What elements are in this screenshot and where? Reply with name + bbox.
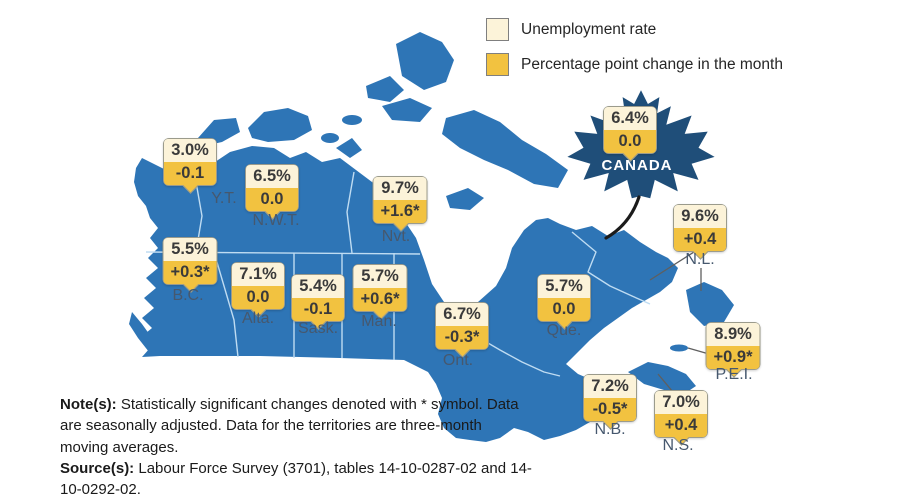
balloon-bc: 5.5% +0.3* xyxy=(162,237,218,285)
border-que-nl xyxy=(571,231,651,305)
legend: Unemployment rate Percentage point chang… xyxy=(486,18,783,88)
change-value: 0.0 xyxy=(604,130,656,153)
region-label-pei: P.E.I. xyxy=(715,366,753,383)
prince-edward-island xyxy=(670,344,688,352)
balloon-ns: 7.0% +0.4 xyxy=(654,390,708,438)
province-borders xyxy=(145,171,651,377)
balloon-canada: 6.4% 0.0 xyxy=(603,106,657,154)
newfoundland-island xyxy=(686,282,734,326)
rate-value: 5.7% xyxy=(538,275,590,298)
rate-value: 7.0% xyxy=(655,391,707,414)
region-label-ont: Ont. xyxy=(442,352,474,369)
change-value: +0.6* xyxy=(353,288,407,311)
rate-value: 7.2% xyxy=(584,375,636,398)
region-label-alta: Alta. xyxy=(241,310,275,327)
change-value: +0.4 xyxy=(655,414,707,437)
rate-value: 5.5% xyxy=(163,238,217,261)
change-value: +0.9* xyxy=(706,346,760,369)
vancouver-island xyxy=(129,312,158,352)
region-label-ns: N.S. xyxy=(662,437,694,454)
connector-nl-labrador xyxy=(649,251,695,281)
change-swatch xyxy=(486,53,509,76)
unemployment-rate-swatch xyxy=(486,18,509,41)
balloon-man: 5.7% +0.6* xyxy=(352,264,408,312)
note-text: Statistically significant changes denote… xyxy=(60,396,519,456)
footnotes: Note(s): Statistically significant chang… xyxy=(60,394,534,500)
victoria-island xyxy=(248,108,312,142)
border-bc-east xyxy=(213,251,239,358)
axel-heiberg-island xyxy=(366,76,404,102)
canada-label: CANADA xyxy=(601,157,673,174)
change-value: +0.3* xyxy=(163,261,217,284)
balloon-nvt: 9.7% +1.6* xyxy=(372,176,428,224)
balloon-nb: 7.2% -0.5* xyxy=(583,374,637,422)
region-label-nwt: N.W.T. xyxy=(252,212,300,229)
rate-value: 9.6% xyxy=(674,205,726,228)
rate-value: 6.7% xyxy=(436,303,488,326)
region-label-yt: Y.T. xyxy=(211,190,237,207)
change-value: +1.6* xyxy=(373,200,427,223)
balloon-que: 5.7% 0.0 xyxy=(537,274,591,322)
rate-value: 6.5% xyxy=(246,165,298,188)
region-label-nl: N.L. xyxy=(685,251,715,268)
rate-value: 5.4% xyxy=(292,275,344,298)
rate-value: 3.0% xyxy=(164,139,216,162)
legend-label: Percentage point change in the month xyxy=(521,55,783,73)
devon-island xyxy=(382,98,432,122)
legend-label: Unemployment rate xyxy=(521,20,657,38)
change-value: +0.4 xyxy=(674,228,726,251)
balloon-pei: 8.9% +0.9* xyxy=(705,322,761,370)
border-nwt-nvt xyxy=(346,171,355,254)
rate-value: 9.7% xyxy=(373,177,427,200)
change-value: 0.0 xyxy=(538,298,590,321)
region-label-man: Man. xyxy=(361,313,397,330)
boothia-peninsula xyxy=(336,138,362,158)
change-value: -0.1 xyxy=(164,162,216,185)
baffin-island xyxy=(442,110,568,188)
rate-value: 6.4% xyxy=(604,107,656,130)
note-label: Note(s): xyxy=(60,396,117,413)
source-text: Labour Force Survey (3701), tables 14-10… xyxy=(60,459,532,499)
region-label-bc: B.C. xyxy=(172,287,204,304)
balloon-nl: 9.6% +0.4 xyxy=(673,204,727,252)
balloon-yt: 3.0% -0.1 xyxy=(163,138,217,186)
legend-item-change: Percentage point change in the month xyxy=(486,53,783,76)
balloon-nwt: 6.5% 0.0 xyxy=(245,164,299,212)
change-value: 0.0 xyxy=(246,188,298,211)
maple-leaf-stem xyxy=(604,195,641,240)
region-label-nb: N.B. xyxy=(594,421,626,438)
rate-value: 7.1% xyxy=(232,263,284,286)
region-label-sask: Sask. xyxy=(297,320,339,337)
somerset-island xyxy=(342,115,362,125)
change-value: -0.3* xyxy=(436,326,488,349)
king-william-island xyxy=(321,133,339,143)
rate-value: 5.7% xyxy=(353,265,407,288)
source-label: Source(s): xyxy=(60,459,135,477)
change-value: -0.1 xyxy=(292,298,344,321)
region-label-que: Que. xyxy=(546,322,582,339)
change-value: -0.5* xyxy=(584,398,636,421)
balloon-ont: 6.7% -0.3* xyxy=(435,302,489,350)
region-label-nvt: Nvt. xyxy=(381,228,411,245)
balloon-alta: 7.1% 0.0 xyxy=(231,262,285,310)
southampton-island xyxy=(446,188,484,210)
legend-item-rate: Unemployment rate xyxy=(486,18,783,41)
balloon-sask: 5.4% -0.1 xyxy=(291,274,345,322)
ellesmere-island xyxy=(396,32,454,90)
connector-ns xyxy=(657,373,674,393)
change-value: 0.0 xyxy=(232,286,284,309)
rate-value: 8.9% xyxy=(706,323,760,346)
